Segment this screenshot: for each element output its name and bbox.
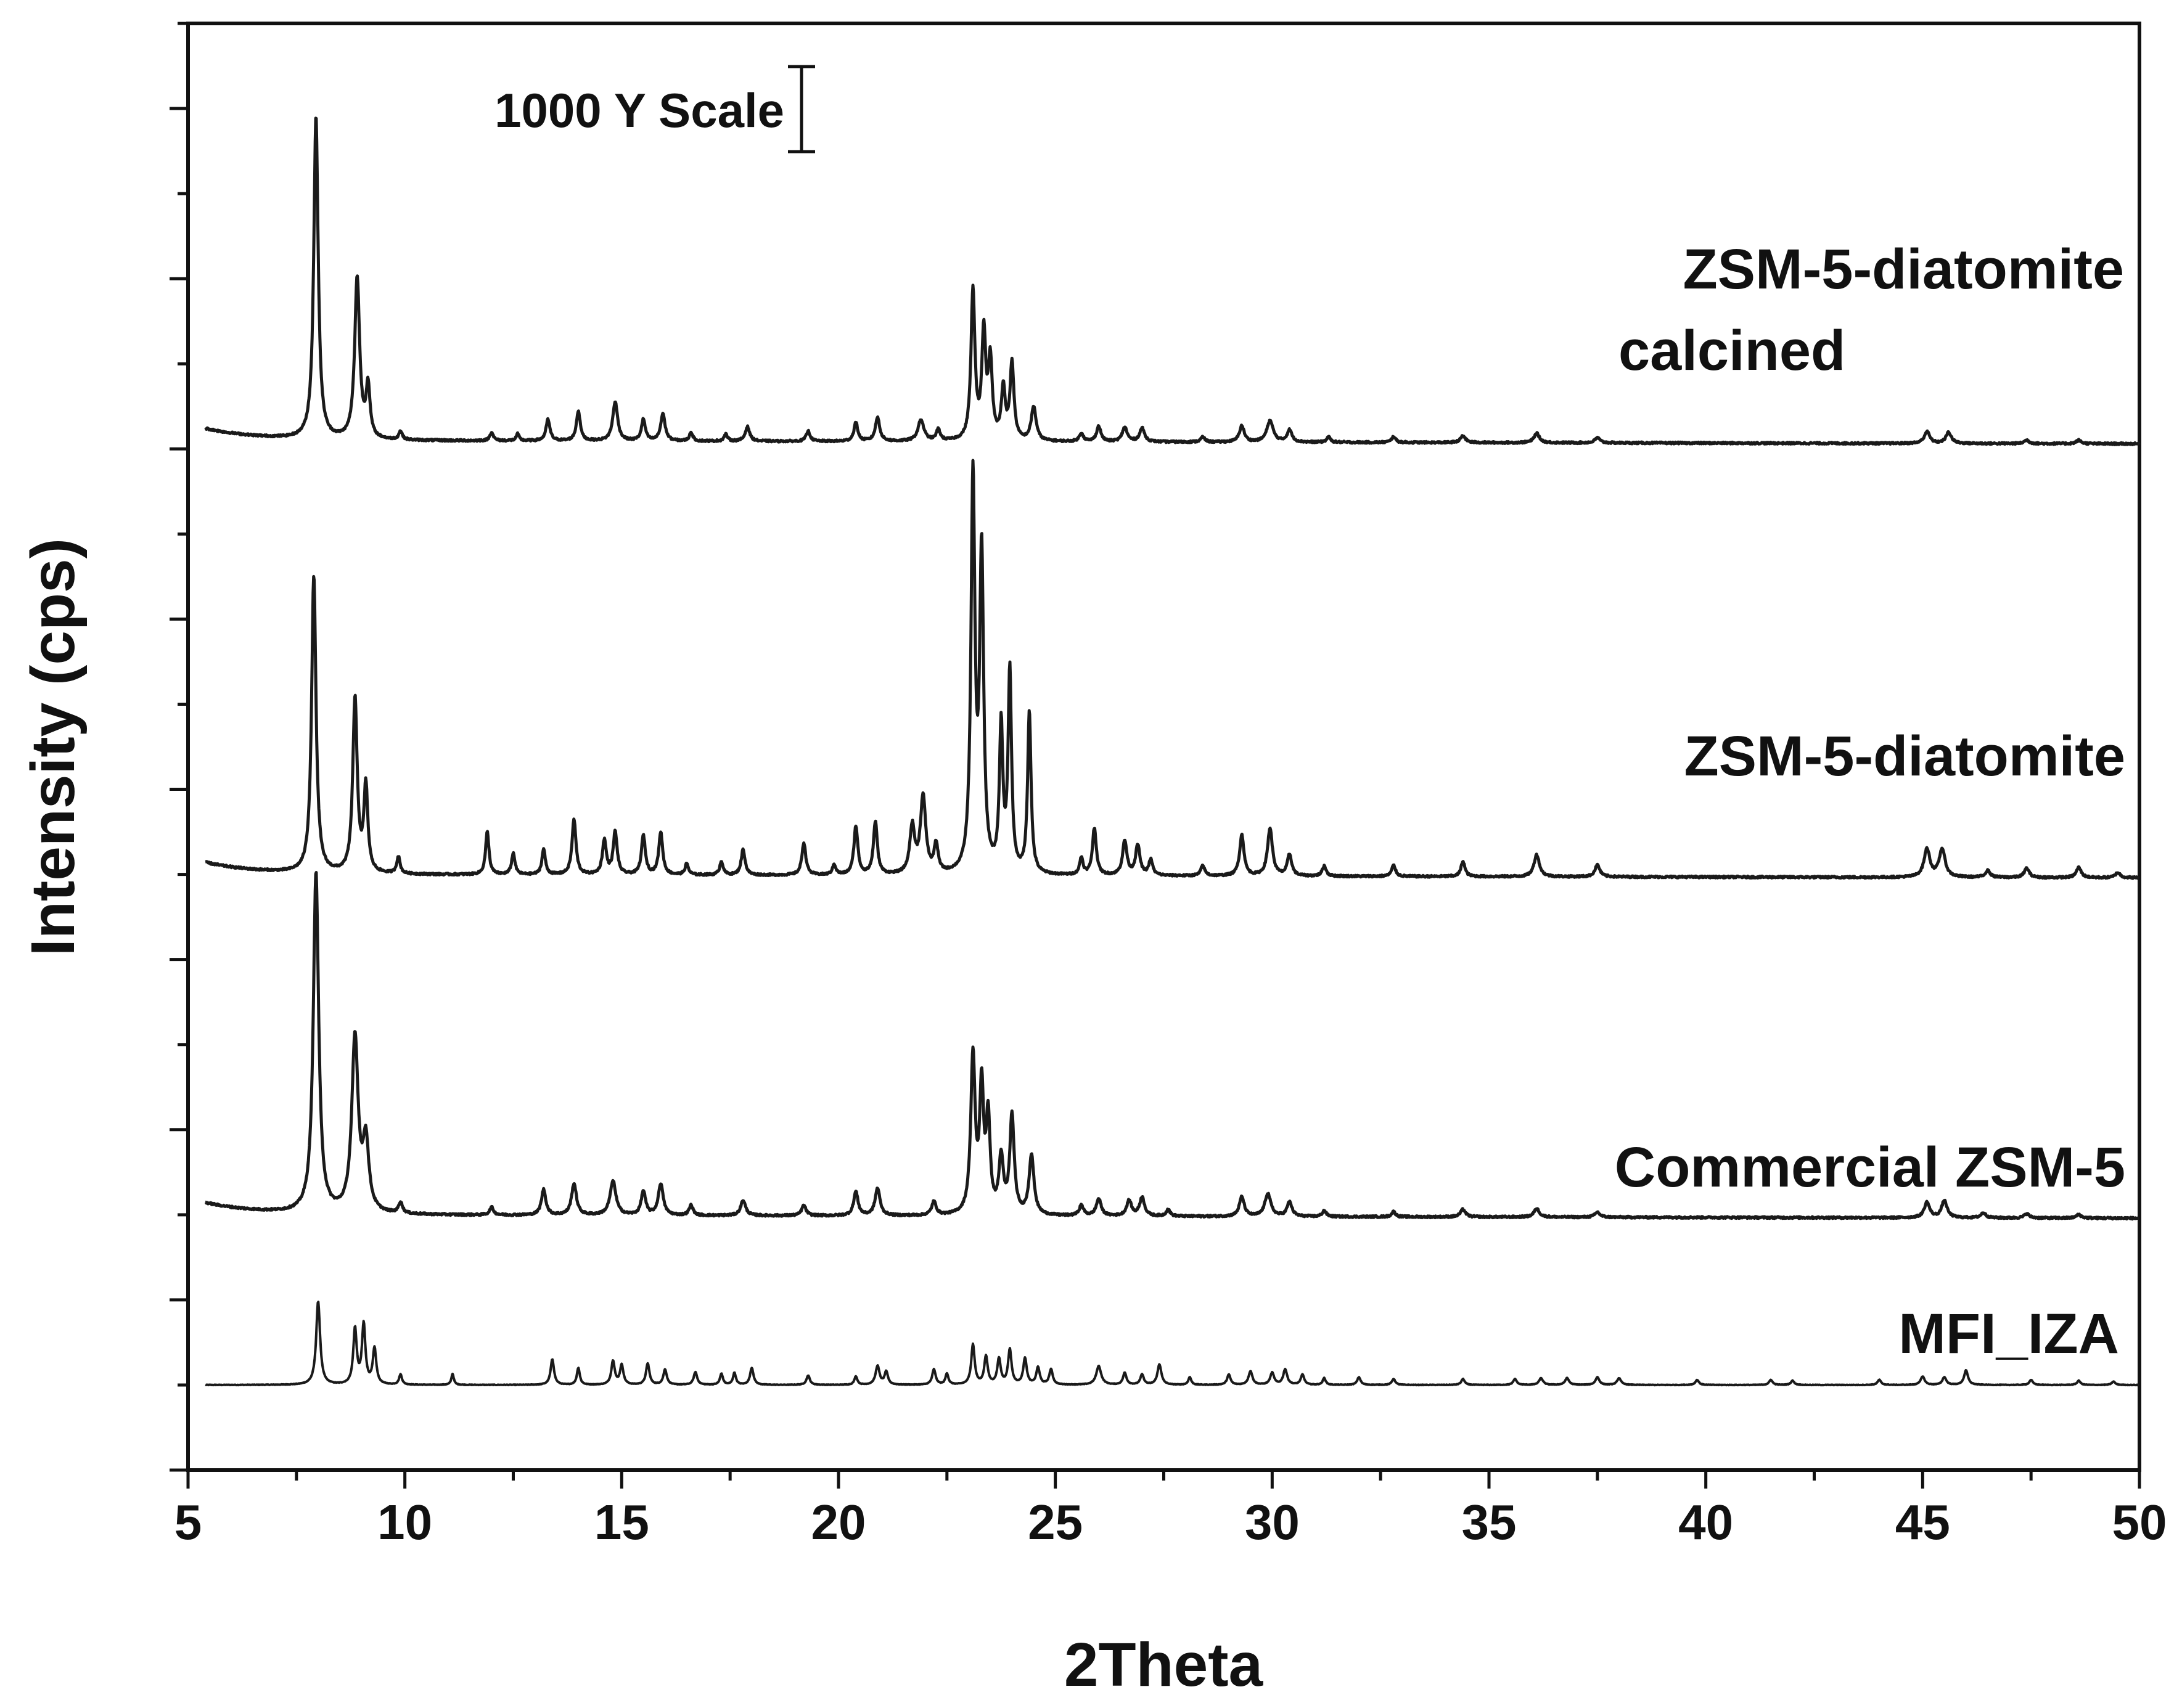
x-tick-label: 25	[1028, 1495, 1083, 1550]
scale-bar-label: 1000 Y Scale	[494, 83, 784, 137]
series-label-zsm5-diatomite: ZSM-5-diatomite	[1684, 725, 2125, 788]
series-line-commercial-zsm5	[204, 871, 2141, 1221]
series-label-mfi-iza: MFI_IZA	[1898, 1302, 2119, 1365]
x-axis-tick-labels: 5 10 15 20 25 30 35 40 45 50	[174, 1495, 2167, 1550]
y-axis-ticks	[170, 22, 188, 1472]
x-tick-label: 5	[174, 1495, 202, 1550]
x-axis-title: 2Theta	[1064, 1630, 1264, 1699]
y-axis-title: Intensity (cps)	[18, 538, 88, 956]
x-tick-label: 30	[1245, 1495, 1300, 1550]
series-line-mfi-iza	[205, 1301, 2140, 1387]
series-traces	[204, 116, 2141, 1387]
x-tick-label: 15	[594, 1495, 649, 1550]
x-tick-label: 20	[811, 1495, 866, 1550]
x-tick-label: 45	[1895, 1495, 1950, 1550]
scale-bar: 1000 Y Scale	[494, 65, 815, 153]
x-tick-label: 50	[2112, 1495, 2167, 1550]
x-tick-label: 40	[1678, 1495, 1733, 1550]
series-line-zsm5-diatomite	[204, 459, 2141, 880]
series-label-commercial-zsm5: Commercial ZSM-5	[1615, 1136, 2125, 1199]
x-tick-label: 10	[377, 1495, 432, 1550]
series-line-zsm5-diatomite-calcined	[204, 116, 2141, 446]
x-tick-label: 35	[1462, 1495, 1517, 1550]
series-label-calcined-line1: ZSM-5-diatomite	[1683, 238, 2124, 301]
series-label-calcined-line2: calcined	[1618, 319, 1845, 382]
x-axis-ticks	[186, 1470, 2141, 1489]
